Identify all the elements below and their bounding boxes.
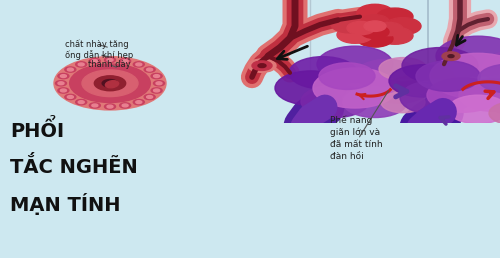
Circle shape — [60, 75, 66, 77]
Circle shape — [448, 55, 454, 58]
Circle shape — [136, 101, 142, 103]
Text: MẠN TÍNH: MẠN TÍNH — [10, 193, 120, 215]
Circle shape — [146, 68, 152, 71]
Circle shape — [136, 63, 142, 66]
Circle shape — [381, 92, 425, 113]
Circle shape — [154, 81, 164, 86]
Circle shape — [369, 75, 429, 103]
Circle shape — [68, 95, 73, 98]
Circle shape — [400, 80, 472, 115]
Circle shape — [489, 102, 500, 125]
Circle shape — [144, 67, 155, 72]
Circle shape — [90, 103, 101, 108]
Circle shape — [134, 62, 144, 67]
Circle shape — [151, 74, 162, 79]
Circle shape — [54, 57, 166, 110]
Circle shape — [289, 57, 357, 89]
Circle shape — [82, 70, 138, 96]
Circle shape — [486, 84, 500, 116]
Circle shape — [385, 18, 421, 35]
Circle shape — [361, 25, 389, 38]
Text: chất nhày tăng: chất nhày tăng — [65, 39, 128, 49]
Circle shape — [70, 64, 150, 102]
Circle shape — [92, 104, 98, 107]
Circle shape — [347, 21, 375, 35]
Circle shape — [122, 60, 128, 62]
Circle shape — [355, 60, 419, 90]
Circle shape — [78, 63, 84, 66]
Circle shape — [56, 81, 66, 86]
Text: Phế nang
giãn lớn và
đã mất tính
đàn hồi: Phế nang giãn lớn và đã mất tính đàn hồi — [330, 115, 382, 161]
Circle shape — [275, 71, 347, 105]
Circle shape — [90, 59, 101, 64]
Circle shape — [120, 59, 130, 64]
Circle shape — [60, 89, 66, 92]
Circle shape — [104, 57, 116, 63]
Circle shape — [146, 95, 152, 98]
Circle shape — [377, 27, 413, 44]
Circle shape — [427, 78, 499, 112]
Circle shape — [154, 89, 160, 92]
Circle shape — [68, 68, 73, 71]
Text: TẮC NGHẼN: TẮC NGHẼN — [10, 156, 138, 177]
Circle shape — [331, 16, 367, 33]
Circle shape — [430, 53, 500, 99]
Text: thành dày: thành dày — [88, 60, 130, 69]
Circle shape — [459, 79, 500, 111]
Circle shape — [76, 100, 86, 105]
Circle shape — [448, 95, 500, 124]
Circle shape — [377, 8, 413, 25]
Circle shape — [438, 50, 464, 62]
Circle shape — [65, 94, 76, 100]
Circle shape — [58, 88, 69, 93]
Circle shape — [78, 101, 84, 103]
Circle shape — [107, 59, 113, 61]
Circle shape — [337, 26, 373, 43]
Circle shape — [301, 85, 369, 118]
Circle shape — [154, 75, 160, 77]
Circle shape — [357, 30, 393, 47]
Circle shape — [436, 36, 500, 76]
Circle shape — [361, 15, 389, 28]
Circle shape — [402, 47, 478, 84]
Circle shape — [156, 82, 162, 85]
Circle shape — [258, 64, 266, 68]
Circle shape — [343, 87, 407, 118]
Circle shape — [144, 94, 155, 100]
Circle shape — [58, 74, 69, 79]
Circle shape — [416, 61, 480, 91]
Circle shape — [104, 104, 116, 109]
Circle shape — [134, 100, 144, 105]
Circle shape — [120, 103, 130, 108]
Circle shape — [65, 67, 76, 72]
Circle shape — [92, 60, 98, 62]
Text: PHỔI: PHỔI — [10, 119, 64, 141]
Ellipse shape — [106, 81, 118, 88]
Circle shape — [122, 104, 128, 107]
Circle shape — [248, 59, 276, 72]
Circle shape — [151, 88, 162, 93]
Circle shape — [94, 76, 126, 91]
Circle shape — [389, 65, 457, 97]
Circle shape — [313, 68, 397, 108]
Circle shape — [58, 82, 64, 85]
Circle shape — [319, 63, 375, 90]
Circle shape — [442, 52, 460, 60]
Circle shape — [364, 21, 386, 31]
Circle shape — [357, 4, 393, 21]
Circle shape — [375, 22, 403, 36]
Text: ống dẫn khí hẹp: ống dẫn khí hẹp — [65, 50, 133, 60]
Circle shape — [107, 105, 113, 108]
Circle shape — [102, 79, 118, 87]
Circle shape — [482, 50, 500, 85]
Circle shape — [379, 58, 427, 80]
Circle shape — [317, 46, 393, 82]
Circle shape — [252, 61, 272, 70]
Circle shape — [76, 62, 86, 67]
Circle shape — [390, 76, 430, 95]
Circle shape — [478, 64, 500, 93]
